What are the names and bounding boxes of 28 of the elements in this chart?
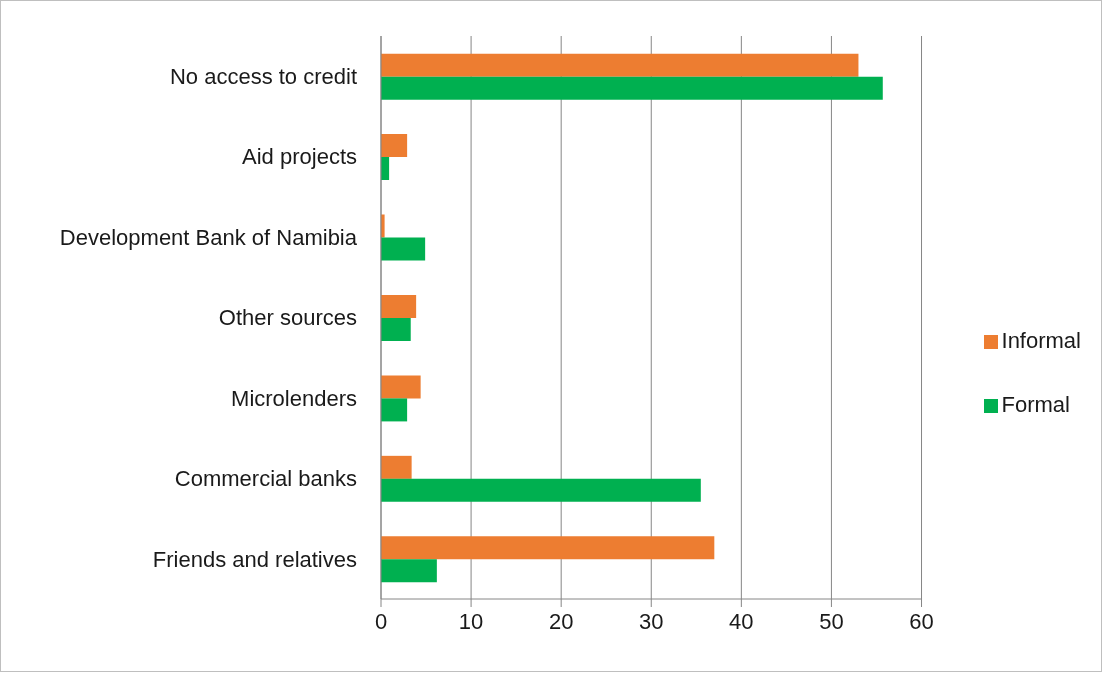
y-tick-label: Microlenders: [231, 385, 357, 411]
bar: [381, 134, 408, 158]
bar: [381, 398, 408, 422]
y-tick-label: Commercial banks: [174, 466, 357, 492]
y-tick-label: Aid projects: [242, 144, 357, 170]
x-tick-label: 60: [909, 608, 934, 634]
bar: [381, 375, 421, 399]
x-tick-label: 0: [374, 608, 388, 634]
x-tick-label: 20: [548, 608, 574, 634]
x-tick-label: 30: [639, 608, 664, 634]
bar: [381, 294, 417, 318]
y-tick-label: Other sources: [218, 305, 357, 331]
legend-label: Formal: [1001, 392, 1070, 417]
bar: [381, 455, 412, 479]
bar: [381, 478, 701, 502]
y-tick-label: No access to credit: [169, 64, 357, 90]
x-tick-label: 10: [458, 608, 484, 634]
bar: [381, 53, 859, 77]
bar: [381, 317, 411, 341]
bar: [381, 536, 715, 560]
y-tick-label: Development Bank of Namibia: [59, 224, 358, 250]
x-tick-label: 50: [819, 608, 844, 634]
bar: [381, 237, 426, 261]
bar: [381, 559, 437, 583]
y-tick-label: Friends and relatives: [152, 546, 357, 572]
bar: [381, 76, 883, 100]
legend-label: Informal: [1001, 328, 1081, 353]
x-tick-label: 40: [729, 608, 754, 634]
